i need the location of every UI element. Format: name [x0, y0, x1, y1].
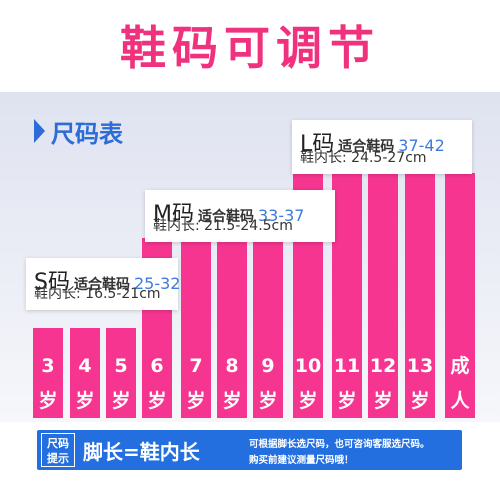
tip-line-1: 可根据脚长选尺码，也可咨询客服选尺码。: [249, 439, 430, 450]
section-label: 尺码表: [51, 119, 123, 148]
bar-label-top: 成: [450, 354, 470, 377]
shoe-size-range: 33-37: [257, 206, 305, 225]
tip-line-2: 购买前建议测量尺码哦！: [249, 455, 354, 466]
bar-label-bottom: 岁: [186, 389, 206, 412]
shoe-size-range: 37-42: [398, 136, 445, 155]
shoe-size-range: 25-32: [133, 274, 181, 293]
bar-label-bottom: 岁: [258, 389, 278, 412]
bar-label-bottom: 岁: [222, 389, 242, 412]
bar-label-top: 10: [294, 354, 322, 377]
bar-label-bottom: 人: [450, 389, 470, 412]
inner-length: 鞋内长: 24.5-27cm: [300, 150, 427, 166]
size-bar-12: 12 岁: [368, 173, 398, 418]
bar-label-bottom: 岁: [75, 389, 95, 412]
bar-label-top: 12: [369, 354, 397, 377]
section-heading: 尺码表: [34, 116, 123, 148]
bar-label-top: 4: [78, 354, 92, 377]
bar-label-top: 6: [150, 354, 164, 377]
size-name: M码: [153, 202, 194, 227]
size-tip-banner: 尺码 提示 脚长=鞋内长 可根据脚长选尺码，也可咨询客服选尺码。 购买前建议测量…: [37, 430, 462, 470]
bar-label-bottom: 岁: [373, 389, 393, 412]
bar-label-bottom: 岁: [38, 389, 58, 412]
size-bar-10: 10 岁: [293, 173, 323, 418]
bar-label-bottom: 岁: [298, 389, 318, 412]
size-card-l: L码 适合鞋码 37-42 鞋内长: 24.5-27cm: [292, 120, 472, 174]
bar-label-top: 9: [261, 354, 275, 377]
page-title: 鞋码可调节: [120, 21, 380, 75]
bar-label-bottom: 岁: [337, 389, 357, 412]
size-name: L码: [300, 132, 335, 157]
bar-label-bottom: 岁: [410, 389, 430, 412]
size-card-s: S码 适合鞋码 25-32 鞋内长: 16.5-21cm: [26, 258, 181, 310]
bar-label-top: 8: [225, 354, 239, 377]
size-bar-13: 13 岁: [405, 173, 435, 418]
badge-line2: 提示: [47, 452, 69, 465]
size-formula: 脚长=鞋内长: [83, 440, 200, 464]
bar-label-top: 13: [406, 354, 434, 377]
bar-label-top: 5: [114, 354, 128, 377]
size-bar-adult: 成人: [445, 173, 475, 418]
inner-length: 鞋内长: 21.5-24.5cm: [153, 218, 293, 234]
bar-label-top: 7: [189, 354, 203, 377]
bar-label-bottom: 岁: [111, 389, 131, 412]
size-bar-11: 11 岁: [332, 173, 362, 418]
size-name: S码: [34, 270, 70, 295]
fit-label: 适合鞋码: [338, 139, 395, 155]
bar-label-bottom: 岁: [147, 389, 167, 412]
bar-label-top: 3: [41, 354, 55, 377]
size-card-m: M码 适合鞋码 33-37 鞋内长: 21.5-24.5cm: [145, 190, 335, 242]
tip-badge: 尺码 提示: [41, 433, 75, 467]
badge-line1: 尺码: [47, 437, 69, 450]
play-triangle-icon: [34, 119, 45, 143]
fit-label: 适合鞋码: [73, 277, 130, 293]
bar-label-top: 11: [333, 354, 361, 377]
fit-label: 适合鞋码: [197, 209, 254, 225]
inner-length: 鞋内长: 16.5-21cm: [34, 286, 161, 302]
